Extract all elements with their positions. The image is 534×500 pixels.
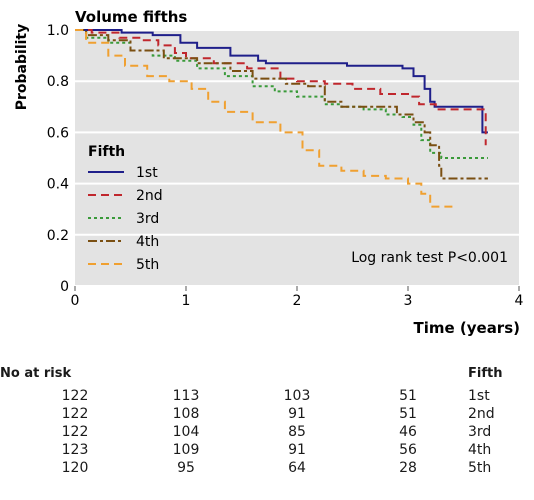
risk-row-label: 5th [468, 460, 492, 476]
risk-row-label: 1st [468, 388, 490, 404]
risk-count: 95 [177, 460, 195, 476]
x-tick-labels: 0 1 2 3 4 [71, 286, 524, 309]
series-line-4th [75, 29, 488, 180]
risk-table-row: 123 109 91 56 4th [0, 442, 534, 460]
x-tick-label: 1 [182, 293, 191, 309]
legend-label-2nd: 2nd [136, 188, 163, 204]
risk-count: 91 [288, 406, 306, 422]
x-tick-label: 0 [71, 293, 80, 309]
legend-label-5th: 5th [136, 257, 159, 273]
risk-count: 28 [399, 460, 417, 476]
survival-curves [75, 29, 488, 208]
km-chart: Volume fifths Probability Time (years) 0… [14, 8, 524, 337]
x-tick-label: 4 [515, 293, 524, 309]
risk-table-row: 122 104 85 46 3rd [0, 424, 534, 442]
risk-count: 123 [61, 442, 89, 458]
y-tick-label: 0 [60, 279, 69, 295]
risk-table-group-header: Fifth [468, 366, 503, 381]
legend-title: Fifth [88, 144, 125, 160]
chart-title: Volume fifths [75, 8, 187, 26]
y-tick-labels: 0 0.2 0.4 0.6 0.8 1.0 [47, 23, 69, 295]
risk-count: 104 [172, 424, 200, 440]
risk-count: 122 [61, 406, 89, 422]
y-tick-label: 1.0 [47, 23, 69, 39]
risk-count: 64 [288, 460, 306, 476]
legend-label-1st: 1st [136, 165, 158, 181]
risk-count: 122 [61, 424, 89, 440]
risk-count: 120 [61, 460, 89, 476]
risk-row-label: 2nd [468, 406, 495, 422]
risk-count: 91 [288, 442, 306, 458]
risk-row-label: 3rd [468, 424, 492, 440]
legend: Fifth 1st 2nd 3rd 4th 5th [88, 144, 163, 273]
risk-count: 46 [399, 424, 417, 440]
risk-count: 51 [399, 406, 417, 422]
risk-row-label: 4th [468, 442, 492, 458]
risk-count: 103 [283, 388, 311, 404]
risk-table-row: 120 95 64 28 5th [0, 460, 534, 478]
risk-count: 113 [172, 388, 200, 404]
x-tick-label: 3 [404, 293, 413, 309]
y-tick-label: 0.8 [47, 74, 69, 90]
y-tick-label: 0.6 [47, 125, 69, 141]
legend-label-3rd: 3rd [136, 211, 159, 227]
y-axis-label: Probability [14, 24, 30, 111]
legend-label-4th: 4th [136, 234, 159, 250]
risk-count: 109 [172, 442, 200, 458]
series-line-1st [75, 29, 488, 134]
risk-table-title: No at risk [0, 366, 72, 381]
risk-count: 56 [399, 442, 417, 458]
risk-count: 108 [172, 406, 200, 422]
y-tick-label: 0.2 [47, 228, 69, 244]
log-rank-annotation: Log rank test P<0.001 [351, 250, 508, 266]
x-tick-label: 2 [293, 293, 302, 309]
x-axis-label: Time (years) [413, 319, 520, 337]
risk-count: 85 [288, 424, 306, 440]
risk-count: 122 [61, 388, 89, 404]
risk-table-row: 122 108 91 51 2nd [0, 406, 534, 424]
y-tick-label: 0.4 [47, 177, 69, 193]
risk-count: 51 [399, 388, 417, 404]
risk-table-row: 122 113 103 51 1st [0, 388, 534, 406]
